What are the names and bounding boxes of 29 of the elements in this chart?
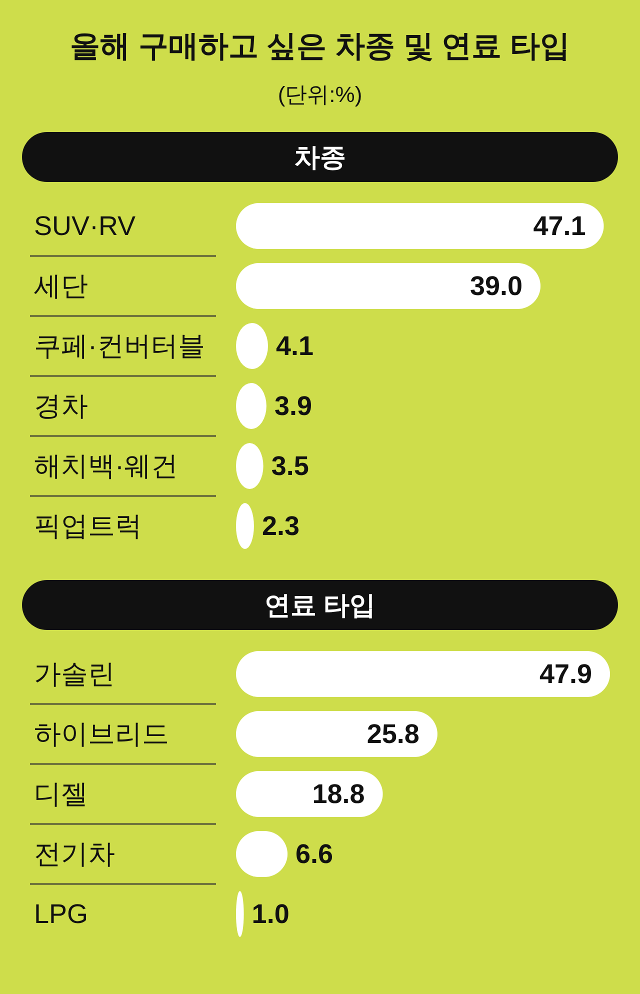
- y-tick-label: 디젤: [34, 779, 88, 810]
- y-tick-label: 픽업트럭: [34, 511, 142, 542]
- data-label: 6.6: [296, 839, 334, 870]
- data-label: 39.0: [470, 271, 523, 302]
- y-tick-label: 경차: [34, 391, 88, 422]
- text: 올해 구매하고 싶은 차종 및 연료 타입: [70, 30, 570, 63]
- data-label: 2.3: [262, 511, 300, 542]
- data-label: 3.9: [274, 391, 312, 422]
- y-tick-label: 가솔린: [34, 659, 115, 690]
- y-tick-label: SUV·RV: [34, 211, 136, 242]
- data-label: 4.1: [276, 331, 314, 362]
- bar: [236, 203, 604, 249]
- data-label: 25.8: [366, 719, 420, 750]
- data-label: 47.1: [533, 211, 586, 242]
- bar: [236, 263, 541, 309]
- chart-title: 차종: [294, 142, 346, 172]
- y-tick-label: LPG: [34, 899, 88, 930]
- data-label: 1.0: [252, 899, 290, 930]
- y-tick-label: 전기차: [34, 839, 115, 870]
- data-label: 47.9: [539, 659, 592, 690]
- chart-title: 연료 타입: [264, 590, 376, 620]
- text: (단위:%): [278, 82, 362, 107]
- data-label: 18.8: [312, 779, 365, 810]
- y-tick-label: 쿠페·컨버터블: [34, 331, 205, 362]
- y-tick-label: 세단: [34, 271, 88, 302]
- data-label: 3.5: [271, 451, 309, 482]
- y-tick-label: 하이브리드: [34, 719, 169, 750]
- y-tick-label: 해치백·웨건: [34, 451, 178, 482]
- bar: [236, 651, 610, 697]
